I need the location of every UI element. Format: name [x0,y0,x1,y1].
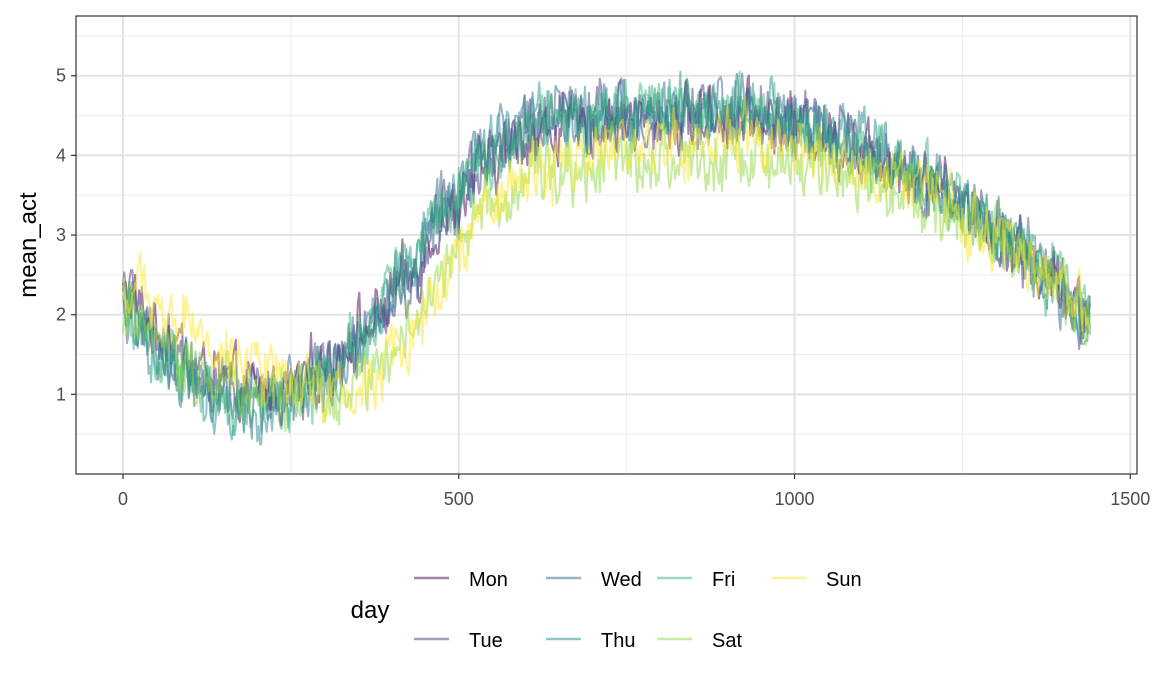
y-tick-label: 1 [56,384,66,404]
legend-label-sat: Sat [712,630,742,652]
x-tick-label: 0 [118,489,128,509]
data-lines [122,70,1091,446]
legend-label-thu: Thu [601,630,635,652]
x-tick-label: 1000 [775,489,815,509]
legend-label-tue: Tue [469,630,503,652]
legend: Mon Tue Wed Thu Fri Sat Sun [414,569,862,652]
y-tick-label: 4 [56,145,66,165]
y-axis-title: mean_act [15,192,42,298]
x-tick-label: 500 [444,489,474,509]
y-tick-label: 5 [56,66,66,86]
legend-label-mon: Mon [469,569,508,591]
axis-ticks: 0 500 1000 1500 1 2 3 4 5 [56,66,1150,509]
legend-label-fri: Fri [712,569,735,591]
series-line-sun [122,96,1091,425]
plot-panel-border [75,15,1138,475]
x-tick-label: 1500 [1110,489,1150,509]
legend-label-sun: Sun [826,569,862,591]
y-tick-label: 3 [56,225,66,245]
legend-title: day [351,597,390,624]
y-tick-label: 2 [56,305,66,325]
legend-label-wed: Wed [601,569,642,591]
